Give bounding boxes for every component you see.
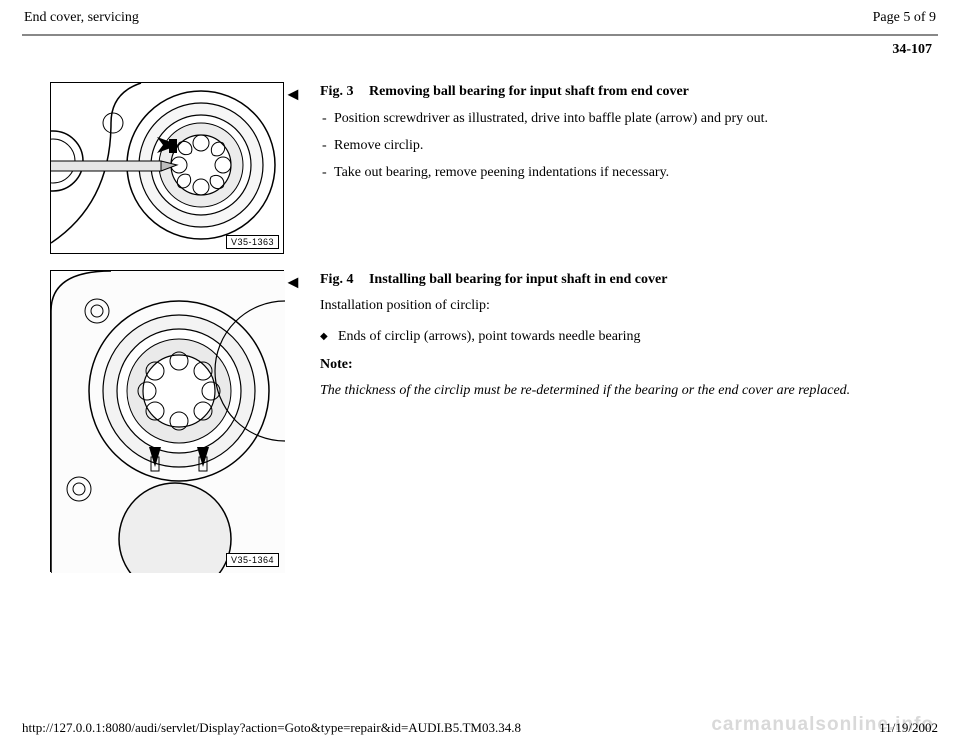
figure-4-drawing [51, 271, 285, 573]
figure-block-1: V35-1363 ◄ Fig. 3 Removing ball bearing … [22, 82, 938, 254]
list-text: Take out bearing, remove peening indenta… [334, 164, 669, 183]
list-text: Position screwdriver as illustrated, dri… [334, 110, 768, 129]
triangle-marker: ◄ [284, 82, 320, 105]
figure-3: V35-1363 [50, 82, 284, 254]
separator-rule [22, 34, 938, 36]
figure-4-title: Fig. 4 Installing ball bearing for input… [320, 272, 918, 288]
note-body: The thickness of the circlip must be re-… [320, 381, 918, 401]
list-text: Ends of circlip (arrows), point towards … [338, 328, 640, 347]
figure-4-id: V35-1364 [226, 553, 279, 567]
list-item: ◆Ends of circlip (arrows), point towards… [320, 328, 918, 347]
figure-4-label: Fig. 4 [320, 272, 353, 287]
section-number: 34-107 [22, 42, 938, 58]
footer: http://127.0.0.1:8080/audi/servlet/Displ… [0, 720, 960, 736]
list-text: Remove circlip. [334, 137, 423, 156]
figure-block-2: V35-1364 ◄ Fig. 4 Installing ball bearin… [22, 270, 938, 572]
figure-4: V35-1364 [50, 270, 284, 572]
list-item: -Remove circlip. [320, 137, 918, 156]
figure-3-title: Fig. 3 Removing ball bearing for input s… [320, 84, 918, 100]
diamond-marker: ◆ [320, 328, 338, 347]
fig3-steps: -Position screwdriver as illustrated, dr… [320, 110, 918, 183]
list-item: -Take out bearing, remove peening indent… [320, 164, 918, 183]
note-label: Note: [320, 357, 918, 373]
page-indicator: Page 5 of 9 [873, 10, 936, 26]
figure-4-caption: Installing ball bearing for input shaft … [369, 272, 667, 287]
dash-marker: - [320, 137, 334, 156]
figure-3-label: Fig. 3 [320, 84, 353, 99]
dash-marker: - [320, 110, 334, 129]
footer-date: 11/19/2002 [879, 720, 938, 736]
doc-title: End cover, servicing [24, 10, 139, 26]
list-item: -Position screwdriver as illustrated, dr… [320, 110, 918, 129]
triangle-marker: ◄ [284, 270, 320, 293]
footer-url: http://127.0.0.1:8080/audi/servlet/Displ… [22, 720, 521, 736]
dash-marker: - [320, 164, 334, 183]
figure-3-id: V35-1363 [226, 235, 279, 249]
fig4-bullets: ◆Ends of circlip (arrows), point towards… [320, 328, 918, 347]
fig4-subhead: Installation position of circlip: [320, 298, 918, 314]
figure-3-drawing [51, 83, 285, 255]
figure-3-caption: Removing ball bearing for input shaft fr… [369, 84, 689, 99]
